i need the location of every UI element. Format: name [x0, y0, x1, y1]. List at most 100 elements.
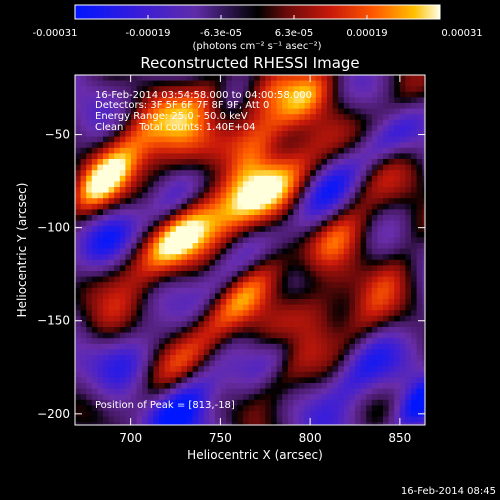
heatmap-cell — [416, 175, 423, 182]
heatmap-cell — [97, 282, 104, 289]
heatmap-cell — [405, 97, 412, 104]
heatmap-cell — [411, 175, 417, 182]
heatmap-cell — [371, 259, 378, 266]
heatmap-cell — [422, 243, 425, 249]
heatmap-cell — [147, 147, 154, 154]
heatmap-cell — [237, 383, 244, 389]
heatmap-cell — [231, 86, 238, 93]
heatmap-cell — [287, 371, 294, 378]
heatmap-cell — [114, 125, 121, 132]
heatmap-cell — [248, 315, 255, 322]
heatmap-cell — [383, 271, 389, 277]
heatmap-cell — [203, 103, 210, 109]
heatmap-cell — [282, 114, 289, 121]
heatmap-cell — [86, 114, 93, 121]
heatmap-cell — [86, 80, 93, 87]
heatmap-cell — [91, 394, 98, 401]
heatmap-cell — [243, 131, 249, 137]
heatmap-cell — [103, 142, 109, 149]
heatmap-cell — [271, 237, 277, 244]
heatmap-cell — [377, 299, 384, 305]
heatmap-cell — [164, 394, 171, 401]
heatmap-cell — [254, 327, 261, 333]
heatmap-cell — [97, 175, 104, 182]
heatmap-cell — [75, 388, 81, 395]
heatmap-cell — [254, 91, 261, 98]
heatmap-cell — [405, 315, 412, 322]
heatmap-cell — [271, 170, 277, 177]
heatmap-cell — [108, 181, 115, 188]
heatmap-cell — [119, 108, 126, 115]
heatmap-cell — [203, 164, 210, 171]
heatmap-cell — [226, 299, 233, 305]
heatmap-cell — [315, 315, 322, 322]
heatmap-cell — [405, 203, 412, 210]
heatmap-cell — [131, 383, 137, 389]
heatmap-cell — [153, 422, 160, 425]
heatmap-cell — [338, 181, 345, 188]
heatmap-cell — [215, 181, 221, 188]
heatmap-cell — [103, 405, 109, 412]
heatmap-cell — [147, 80, 154, 87]
heatmap-cell — [293, 377, 300, 384]
heatmap-cell — [86, 332, 93, 339]
heatmap-cell — [181, 422, 188, 425]
heatmap-cell — [142, 259, 149, 266]
heatmap-cell — [203, 97, 210, 104]
heatmap-cell — [119, 265, 126, 272]
heatmap-cell — [243, 259, 249, 266]
heatmap-cell — [114, 271, 121, 277]
heatmap-cell — [315, 203, 322, 210]
heatmap-cell — [203, 416, 210, 423]
heatmap-cell — [237, 209, 244, 216]
heatmap-cell — [159, 399, 165, 406]
heatmap-cell — [131, 394, 137, 401]
heatmap-cell — [91, 338, 98, 345]
annotation-block: 16-Feb-2014 03:54:58.000 to 04:00:58.000… — [95, 90, 312, 133]
heatmap-cell — [422, 276, 425, 283]
heatmap-cell — [175, 411, 182, 417]
heatmap-cell — [215, 231, 221, 238]
heatmap-cell — [114, 310, 121, 317]
heatmap-cell — [383, 327, 389, 333]
heatmap-cell — [388, 315, 395, 322]
heatmap-cell — [411, 399, 417, 406]
heatmap-cell — [136, 237, 143, 244]
heatmap-cell — [287, 203, 294, 210]
heatmap-cell — [187, 181, 193, 188]
heatmap-cell — [80, 215, 87, 221]
heatmap-cell — [159, 80, 165, 87]
colorbar-tick-label: 0.00019 — [346, 28, 387, 39]
heatmap-cell — [343, 153, 350, 160]
heatmap-cell — [187, 299, 193, 305]
heatmap-cell — [220, 321, 227, 328]
heatmap-cell — [159, 332, 165, 339]
heatmap-cell — [198, 103, 205, 109]
heatmap-cell — [399, 142, 406, 149]
heatmap-cell — [332, 383, 339, 389]
heatmap-cell — [170, 231, 177, 238]
heatmap-cell — [422, 377, 425, 384]
heatmap-cell — [125, 327, 132, 333]
heatmap-cell — [259, 259, 266, 266]
heatmap-cell — [282, 360, 289, 367]
heatmap-cell — [153, 203, 160, 210]
heatmap-cell — [304, 315, 311, 322]
heatmap-cell — [181, 75, 188, 81]
heatmap-cell — [321, 271, 328, 277]
heatmap-cell — [304, 321, 311, 328]
y-tick-label: −150 — [37, 314, 70, 328]
heatmap-cell — [282, 248, 289, 255]
heatmap-cell — [349, 271, 356, 277]
heatmap-cell — [103, 220, 109, 227]
heatmap-cell — [136, 91, 143, 98]
heatmap-cell — [388, 170, 395, 177]
heatmap-cell — [91, 80, 98, 87]
heatmap-cell — [243, 338, 249, 345]
heatmap-cell — [103, 203, 109, 210]
heatmap-cell — [237, 259, 244, 266]
heatmap-cell — [327, 136, 333, 143]
heatmap-cell — [175, 220, 182, 227]
heatmap-cell — [271, 97, 277, 104]
heatmap-cell — [349, 355, 356, 361]
